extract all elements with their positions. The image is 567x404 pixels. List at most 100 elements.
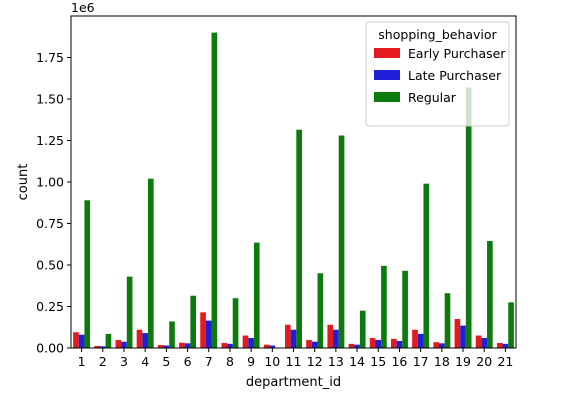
legend: shopping_behavior Early Purchaser Late Pu…: [365, 21, 510, 127]
x-tick-label: 19: [455, 354, 471, 369]
bar-regular-6: [190, 295, 197, 348]
x-tick-label: 3: [120, 354, 128, 369]
bar-early-purchaser-11: [285, 324, 291, 348]
y-tick-label: 1.75: [36, 50, 64, 65]
y-tick-label: 0.00: [36, 341, 64, 356]
bar-regular-12: [317, 273, 324, 348]
bar-regular-19: [465, 87, 472, 348]
bar-regular-9: [253, 242, 260, 348]
bar-early-purchaser-21: [496, 343, 503, 348]
bar-early-purchaser-18: [433, 342, 440, 348]
x-axis-title: department_id: [246, 375, 341, 390]
y-tick-label: 1.50: [36, 92, 64, 107]
bar-early-purchaser-17: [412, 329, 418, 348]
x-tick-label: 5: [162, 354, 170, 369]
x-tick-label: 12: [307, 354, 323, 369]
legend-label: Regular: [408, 90, 457, 105]
bar-late-purchaser-11: [290, 329, 297, 348]
bar-regular-3: [126, 276, 133, 348]
bar-late-purchaser-3: [121, 341, 127, 348]
bar-late-purchaser-4: [142, 333, 148, 348]
x-tick-label: 9: [247, 354, 255, 369]
bar-regular-7: [211, 32, 218, 348]
x-tick-label: 17: [413, 354, 429, 369]
x-tick-label: 18: [434, 354, 450, 369]
bar-regular-18: [444, 293, 451, 348]
bar-regular-20: [487, 240, 493, 348]
x-tick-label: 15: [370, 354, 386, 369]
x-tick-label: 16: [391, 354, 407, 369]
bar-early-purchaser-14: [348, 343, 355, 348]
y-tick-label: 0.25: [36, 299, 64, 314]
x-tick-label: 8: [226, 354, 234, 369]
legend-title: shopping_behavior: [378, 27, 497, 42]
x-tick-label: 7: [205, 354, 213, 369]
bar-regular-15: [381, 265, 387, 348]
bar-late-purchaser-13: [333, 329, 339, 348]
bar-early-purchaser-10: [263, 344, 270, 348]
bar-late-purchaser-6: [184, 343, 191, 348]
x-tick-label: 13: [328, 354, 344, 369]
bar-late-purchaser-19: [460, 325, 466, 348]
bar-late-purchaser-5: [163, 345, 170, 348]
bar-late-purchaser-21: [502, 343, 509, 348]
bar-late-purchaser-15: [375, 340, 382, 348]
bar-late-purchaser-7: [205, 320, 212, 348]
bar-regular-2: [105, 333, 112, 348]
y-tick-label: 1.25: [36, 133, 64, 148]
x-tick-label: 14: [349, 354, 365, 369]
bar-regular-21: [508, 302, 514, 348]
y-tick-label: 0.75: [36, 216, 64, 231]
bar-early-purchaser-8: [221, 343, 228, 348]
bar-regular-4: [147, 178, 154, 348]
x-tick-label: 11: [286, 354, 302, 369]
y-axis-offset-label: 1e6: [71, 0, 95, 15]
x-tick-label: 6: [184, 354, 192, 369]
bar-early-purchaser-19: [454, 318, 461, 348]
legend-box: [365, 21, 510, 127]
bar-regular-1: [84, 200, 91, 348]
bar-early-purchaser-6: [179, 342, 185, 348]
bar-late-purchaser-1: [78, 334, 85, 348]
bar-late-purchaser-8: [227, 343, 233, 348]
bar-early-purchaser-15: [369, 338, 376, 348]
bar-early-purchaser-12: [306, 340, 312, 348]
y-tick-label: 0.50: [36, 258, 64, 273]
legend-swatch-early-purchaser: [374, 48, 400, 58]
bar-early-purchaser-13: [327, 324, 334, 348]
bar-late-purchaser-20: [481, 338, 488, 348]
bar-early-purchaser-7: [200, 312, 206, 348]
bar-early-purchaser-2: [94, 346, 100, 348]
x-tick-label: 1: [78, 354, 86, 369]
bar-early-purchaser-3: [115, 340, 122, 348]
bar-regular-16: [402, 270, 408, 348]
bar-regular-11: [296, 129, 302, 348]
bar-regular-14: [359, 310, 366, 348]
bar-late-purchaser-10: [269, 345, 276, 348]
bar-early-purchaser-16: [390, 338, 397, 348]
bar-early-purchaser-20: [475, 335, 482, 348]
bar-regular-13: [338, 135, 345, 348]
bar-early-purchaser-1: [73, 332, 79, 348]
x-tick-label: 20: [476, 354, 492, 369]
bar-late-purchaser-12: [311, 341, 318, 348]
legend-swatch-regular: [374, 92, 400, 102]
bar-regular-5: [169, 321, 175, 348]
bar-early-purchaser-5: [157, 345, 164, 348]
bar-regular-8: [232, 298, 239, 348]
y-axis-title: count: [16, 164, 31, 201]
legend-label: Late Purchaser: [408, 68, 502, 83]
y-tick-label: 1.00: [36, 175, 64, 190]
legend-swatch-late-purchaser: [374, 70, 400, 80]
bar-late-purchaser-16: [396, 341, 403, 348]
bar-late-purchaser-14: [354, 344, 360, 348]
x-tick-label: 4: [141, 354, 149, 369]
bar-late-purchaser-17: [417, 333, 424, 348]
bar-late-purchaser-9: [248, 338, 254, 348]
bar-late-purchaser-2: [99, 346, 106, 348]
bar-early-purchaser-4: [136, 329, 143, 348]
bar-late-purchaser-18: [439, 343, 445, 348]
x-tick-label: 10: [264, 354, 280, 369]
bar-regular-17: [423, 183, 430, 348]
